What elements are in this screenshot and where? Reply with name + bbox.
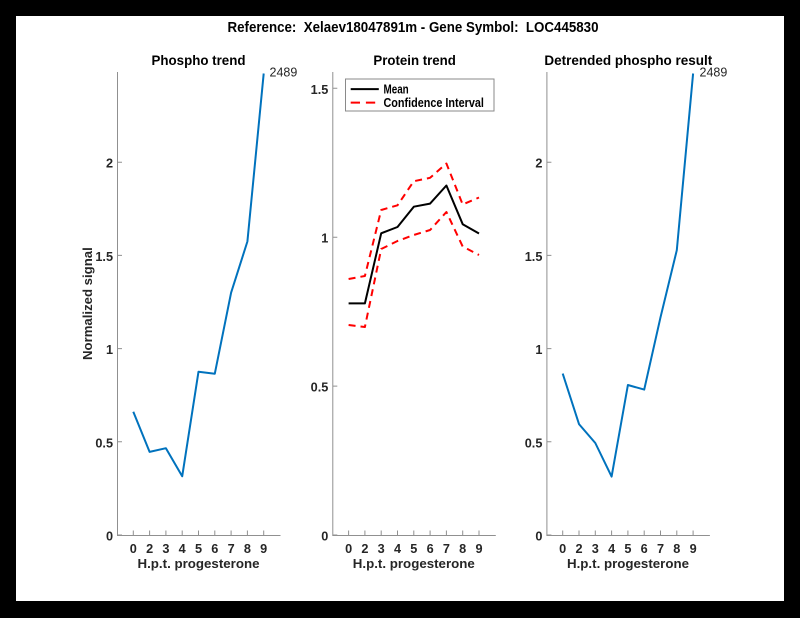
svg-text:6: 6 [641,542,648,556]
svg-text:Mean: Mean [384,81,409,96]
svg-text:2: 2 [575,542,582,556]
svg-text:0.5: 0.5 [525,436,543,450]
svg-text:2: 2 [361,542,368,556]
svg-text:2489: 2489 [270,65,298,79]
svg-text:0: 0 [321,530,328,544]
svg-text:0: 0 [345,542,352,556]
svg-text:Protein trend: Protein trend [373,53,456,68]
svg-text:5: 5 [624,542,631,556]
svg-text:2: 2 [535,157,542,171]
svg-text:1: 1 [535,343,542,357]
svg-text:3: 3 [378,542,385,556]
svg-text:1.5: 1.5 [311,83,329,97]
svg-text:7: 7 [657,542,664,556]
svg-text:5: 5 [195,542,202,556]
svg-text:4: 4 [394,542,401,556]
svg-text:4: 4 [608,542,615,556]
svg-text:2: 2 [106,157,113,171]
svg-text:Confidence Interval: Confidence Interval [384,95,484,110]
svg-text:0: 0 [130,542,137,556]
svg-text:2: 2 [146,542,153,556]
svg-text:3: 3 [592,542,599,556]
svg-text:4: 4 [179,542,186,556]
svg-text:0: 0 [535,530,542,544]
svg-text:9: 9 [475,542,482,556]
svg-text:Phospho trend: Phospho trend [152,53,246,68]
svg-text:9: 9 [260,542,267,556]
svg-text:8: 8 [673,542,680,556]
svg-text:Detrended phospho result: Detrended phospho result [544,53,712,68]
svg-text:0.5: 0.5 [311,381,329,395]
svg-text:3: 3 [162,542,169,556]
svg-text:6: 6 [211,542,218,556]
svg-text:2489: 2489 [700,65,728,79]
svg-text:7: 7 [443,542,450,556]
svg-text:0: 0 [106,530,113,544]
svg-text:0.5: 0.5 [95,436,113,450]
svg-text:H.p.t. progesterone: H.p.t. progesterone [567,556,689,571]
svg-text:7: 7 [228,542,235,556]
svg-text:Normalized signal: Normalized signal [80,247,95,360]
svg-text:1.5: 1.5 [525,250,543,264]
svg-text:Reference: Xelaev18047891m -: Reference: Xelaev18047891m - Gene Symbol… [228,20,599,36]
svg-text:1: 1 [106,343,113,357]
svg-text:H.p.t. progesterone: H.p.t. progesterone [353,556,475,571]
svg-text:9: 9 [690,542,697,556]
svg-text:1: 1 [321,232,328,246]
svg-text:5: 5 [410,542,417,556]
svg-text:1.5: 1.5 [95,250,113,264]
svg-text:6: 6 [427,542,434,556]
svg-text:8: 8 [244,542,251,556]
svg-text:H.p.t. progesterone: H.p.t. progesterone [138,556,260,571]
svg-text:8: 8 [459,542,466,556]
svg-text:0: 0 [559,542,566,556]
